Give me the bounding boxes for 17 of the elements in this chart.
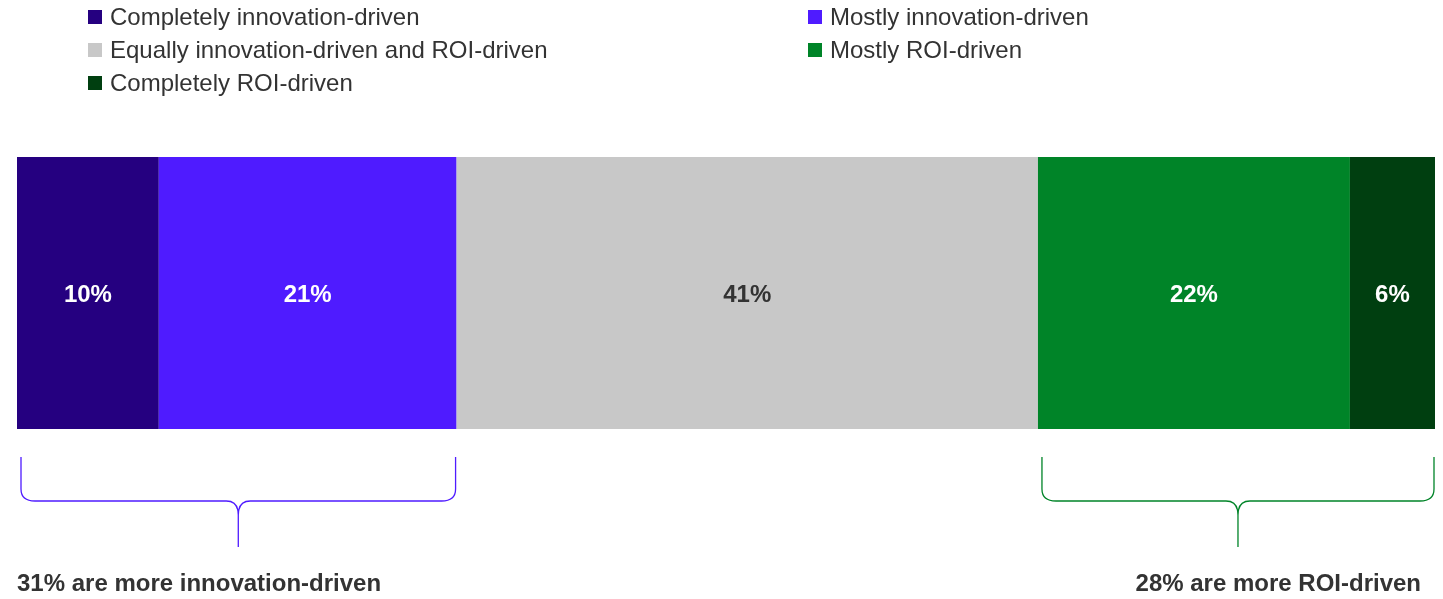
text: 31% are more innovation-driven [17, 569, 382, 596]
legend-label: Mostly ROI-driven [830, 35, 1023, 64]
bar [1349, 157, 1435, 429]
data-label: 6% [1375, 279, 1410, 307]
data-label: 41% [723, 279, 772, 307]
data-label: 10% [63, 279, 112, 307]
legend-label: Equally innovation-driven and ROI-driven [110, 35, 548, 64]
legend-label: Completely ROI-driven [110, 68, 353, 97]
text: 28% are more ROI-driven [1135, 569, 1421, 596]
bar [158, 157, 457, 429]
data-label: 21% [283, 279, 332, 307]
bar [456, 157, 1038, 429]
data-label: 22% [1169, 279, 1218, 307]
bar [17, 157, 159, 429]
bar [1037, 157, 1350, 429]
legend-label: Completely innovation-driven [110, 2, 420, 31]
legend-label: Mostly innovation-driven [830, 2, 1089, 31]
